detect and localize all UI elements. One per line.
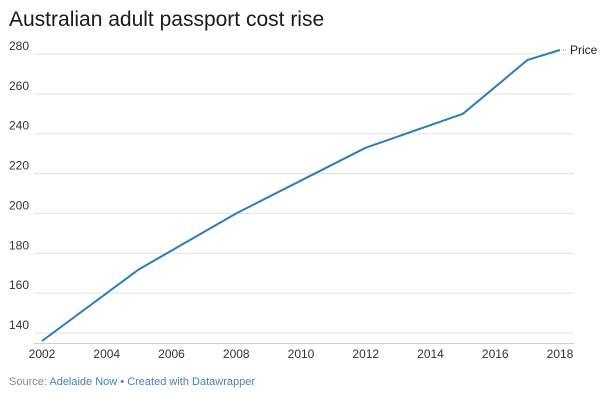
y-tick-label: 280: [9, 39, 29, 53]
source-link[interactable]: Adelaide Now: [49, 376, 118, 388]
series-label: Price: [570, 43, 598, 57]
chart-title: Australian adult passport cost rise: [9, 8, 325, 31]
data-point: [526, 58, 530, 62]
x-tick-label: 2008: [223, 347, 250, 361]
y-tick-label: 240: [9, 119, 29, 133]
y-tick-label: 200: [9, 198, 29, 212]
data-point: [40, 339, 44, 343]
x-axis-ticks: 2002 2004 2006 2008 2010 2012 2014 2016 2018: [29, 347, 574, 361]
y-axis-ticks: 140 160 180 200 220 240 260 280: [9, 39, 29, 332]
x-tick-label: 2010: [288, 347, 315, 361]
x-tick-label: 2014: [417, 347, 444, 361]
data-point: [558, 48, 562, 52]
series-group: Price: [40, 43, 598, 343]
y-tick-label: 160: [9, 278, 29, 292]
data-point: [234, 211, 238, 215]
y-tick-label: 180: [9, 238, 29, 252]
series-line-price: [41, 49, 561, 342]
chart-footer: Source: Adelaide Now • Created with Data…: [9, 376, 255, 388]
x-tick-label: 2002: [29, 347, 56, 361]
footer-prefix: Source:: [9, 376, 50, 388]
data-point: [461, 112, 465, 116]
gridlines: [34, 53, 574, 344]
x-tick-label: 2004: [93, 347, 120, 361]
data-point: [137, 267, 141, 271]
x-tick-label: 2012: [352, 347, 379, 361]
x-tick-label: 2018: [547, 347, 574, 361]
y-tick-label: 140: [9, 318, 29, 332]
x-tick-label: 2006: [158, 347, 185, 361]
y-tick-label: 220: [9, 159, 29, 173]
footer-separator: •: [117, 376, 128, 388]
x-tick-label: 2016: [482, 347, 509, 361]
y-tick-label: 260: [9, 79, 29, 93]
credit-link[interactable]: Created with Datawrapper: [127, 376, 255, 388]
data-point: [364, 146, 368, 150]
